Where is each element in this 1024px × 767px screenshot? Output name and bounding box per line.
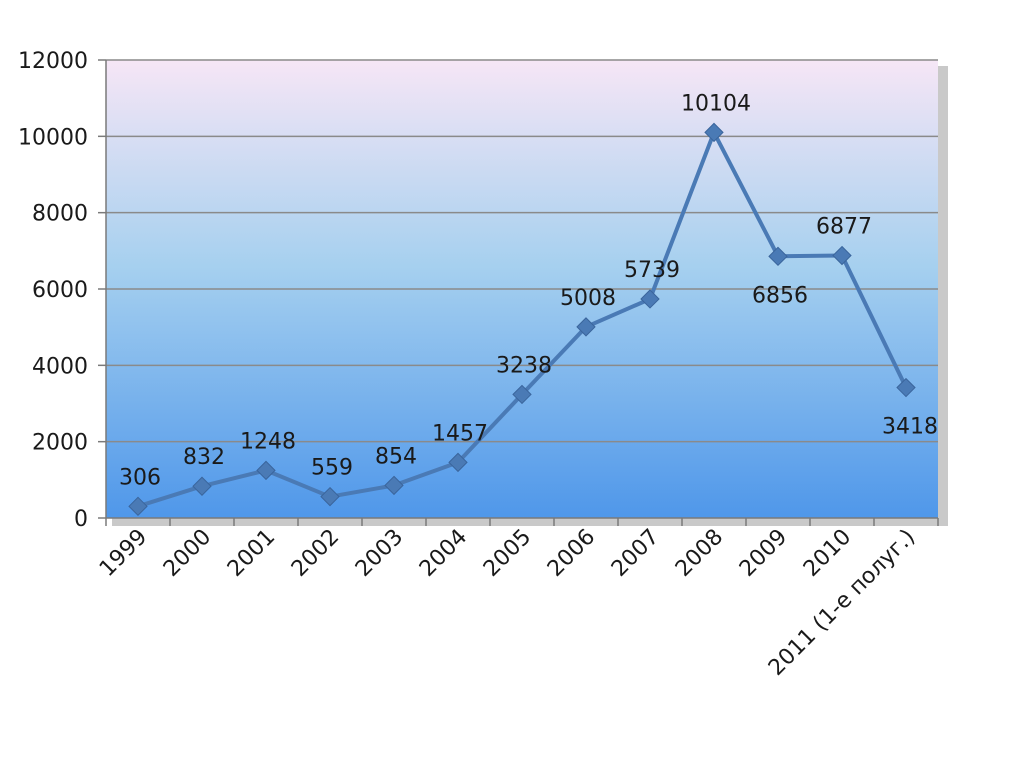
x-tick-label: 2005 (479, 525, 536, 582)
x-tick-label: 2008 (671, 525, 728, 582)
y-tick-label: 8000 (32, 202, 88, 227)
data-label: 559 (311, 456, 353, 481)
data-label: 3238 (496, 353, 552, 378)
data-point-marker (640, 289, 660, 309)
x-tick-label: 2001 (223, 525, 280, 582)
series-markers (128, 122, 916, 517)
data-point-marker (704, 122, 724, 143)
x-tick-label: 2004 (415, 525, 472, 582)
data-point-marker (896, 377, 916, 398)
data-point-marker (192, 476, 212, 496)
x-tick-label: 2003 (351, 525, 408, 582)
axes (98, 59, 939, 526)
x-tick-label: 2010 (799, 525, 856, 582)
data-point-marker (768, 246, 788, 267)
data-point-marker (832, 245, 852, 266)
x-tick-label: 2000 (159, 525, 216, 582)
y-axis-tick-labels: 0 2000 4000 6000 8000 10000 12000 (18, 49, 88, 532)
y-tick-label: 6000 (32, 278, 88, 303)
data-label: 10104 (681, 91, 751, 116)
x-tick-label: 1999 (95, 525, 152, 582)
gridlines (106, 59, 938, 443)
data-label: 6856 (752, 283, 808, 308)
y-tick-label: 2000 (32, 431, 88, 456)
data-point-marker (128, 496, 148, 517)
data-label: 832 (183, 445, 225, 470)
data-label: 6877 (816, 215, 872, 240)
data-labels: 306 832 1248 559 854 1457 3238 5008 5739 10104 685… (119, 91, 938, 490)
data-label: 5008 (560, 286, 616, 311)
data-label: 3418 (882, 415, 938, 440)
data-label: 1457 (432, 421, 488, 446)
data-point-marker (448, 452, 468, 473)
x-tick-label: 2002 (287, 525, 344, 582)
data-point-marker (576, 317, 596, 337)
data-label: 1248 (240, 429, 296, 454)
y-tick-label: 0 (74, 507, 88, 532)
data-label: 306 (119, 465, 161, 490)
data-point-marker (384, 475, 404, 496)
data-point-marker (256, 460, 276, 481)
y-tick-label: 4000 (32, 354, 88, 379)
data-point-marker (320, 486, 340, 507)
data-point-marker (512, 384, 532, 405)
data-label: 854 (375, 444, 417, 469)
x-axis-tick-labels: 1999 2000 2001 2002 2003 2004 2005 2006 2007 2008… (95, 525, 920, 681)
x-tick-label: 2007 (607, 525, 664, 582)
y-tick-label: 10000 (18, 125, 88, 150)
x-tick-label: 2009 (735, 525, 792, 582)
data-label: 5739 (624, 258, 680, 283)
x-tick-label: 2006 (543, 525, 600, 582)
y-tick-label: 12000 (18, 49, 88, 74)
